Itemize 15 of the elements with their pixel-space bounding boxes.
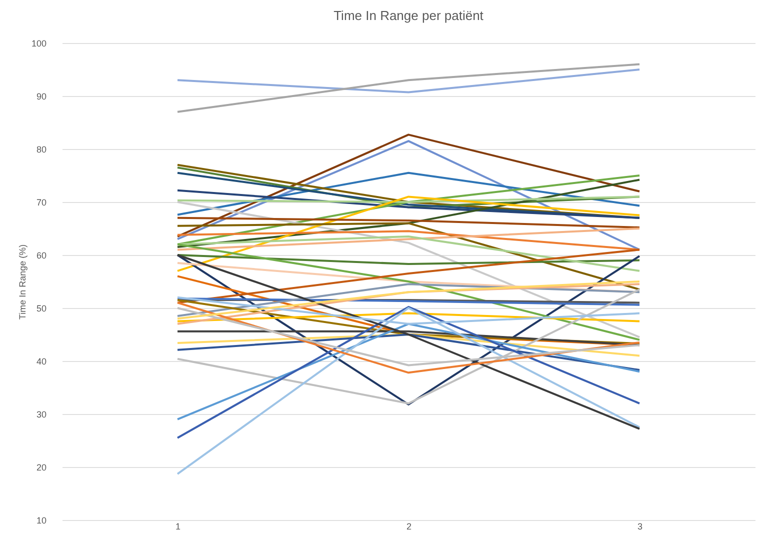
y-tick-label: 40 xyxy=(36,356,46,366)
y-tick-label: 20 xyxy=(36,462,46,472)
y-tick-label: 90 xyxy=(36,92,46,102)
y-axis-title: Time In Range (%) xyxy=(17,244,28,320)
y-tick-label: 30 xyxy=(36,410,46,420)
y-tick-label: 60 xyxy=(36,250,46,260)
y-tick-label: 10 xyxy=(36,516,46,526)
y-tick-label: 50 xyxy=(36,304,46,314)
y-tick-label: 100 xyxy=(31,38,46,48)
chart-title: Time In Range per patiënt xyxy=(334,8,484,23)
y-tick-label: 70 xyxy=(36,198,46,208)
y-tick-label: 80 xyxy=(36,144,46,154)
x-tick-label: 3 xyxy=(637,522,643,532)
x-tick-label: 1 xyxy=(175,522,181,532)
x-tick-label: 2 xyxy=(406,522,412,532)
